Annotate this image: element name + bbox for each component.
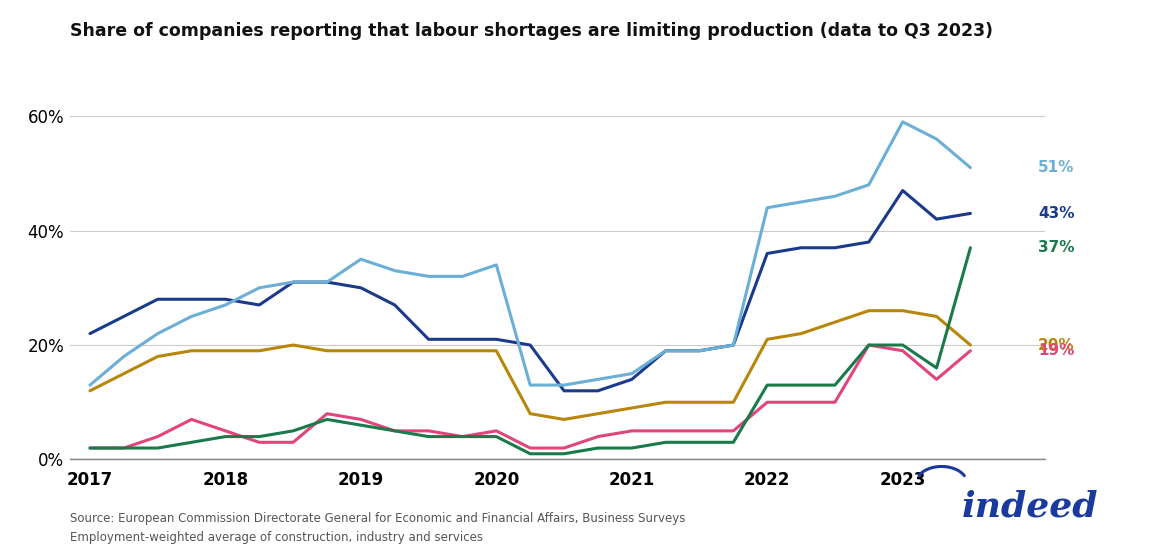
Text: 37%: 37%	[1038, 240, 1075, 255]
Text: Share of companies reporting that labour shortages are limiting production (data: Share of companies reporting that labour…	[70, 22, 993, 40]
Text: 51%: 51%	[1038, 160, 1074, 175]
Text: 43%: 43%	[1038, 206, 1075, 221]
Text: indeed: indeed	[961, 490, 1098, 523]
Text: 19%: 19%	[1038, 344, 1074, 358]
Text: 20%: 20%	[1038, 337, 1075, 352]
Text: Source: European Commission Directorate General for Economic and Financial Affai: Source: European Commission Directorate …	[70, 512, 685, 544]
